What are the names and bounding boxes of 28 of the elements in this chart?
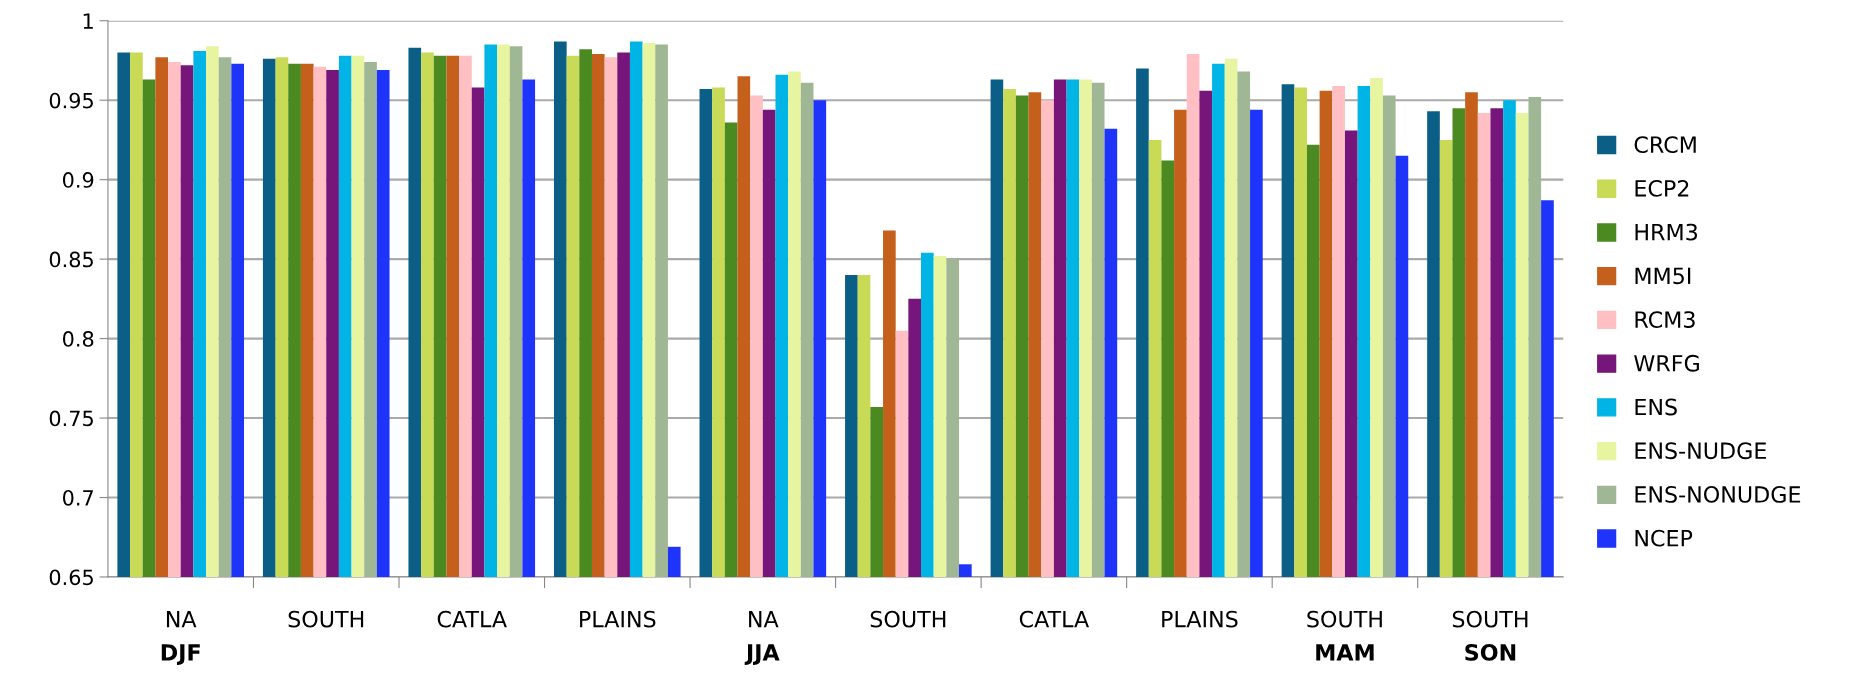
legend-label: MM5I <box>1635 267 1691 285</box>
legend-label: ENS-NONUDGE <box>1635 486 1801 503</box>
y-tick-label: 0.7 <box>62 489 93 506</box>
legend-label: CRCM <box>1634 136 1696 154</box>
x-tick-label: SOUTH <box>870 610 946 628</box>
legend-label: ECP2 <box>1635 179 1689 197</box>
legend-label: NCEP <box>1635 529 1693 547</box>
legend-label: HRM3 <box>1635 223 1698 241</box>
x-tick-label: SOUTH <box>288 610 364 628</box>
legend-label: RCM3 <box>1635 311 1695 328</box>
x-tick-label: NA DJF <box>161 611 200 665</box>
y-tick-label: 0.8 <box>62 331 94 347</box>
legend-label: WRFG <box>1634 354 1699 372</box>
y-tick-label: 0.9 <box>62 172 94 188</box>
x-tick-label: PLAINS <box>580 610 656 628</box>
y-tick-label: 0.65 <box>49 569 93 586</box>
y-tick-label: 0.85 <box>49 251 93 268</box>
x-tick-label: PLAINS <box>1162 610 1238 628</box>
x-tick-label: SOUTH MAM <box>1307 610 1382 661</box>
x-tick-label: CATLA <box>437 610 507 628</box>
x-tick-label: SOUTH SON <box>1452 610 1528 661</box>
legend-label: ENS-NUDGE <box>1635 442 1766 460</box>
x-tick-label: NA JJA <box>744 611 780 665</box>
legend-label: ENS <box>1635 398 1677 416</box>
y-tick-label: 1 <box>83 13 93 29</box>
y-tick-label: 0.95 <box>49 92 93 109</box>
x-tick-label: CATLA <box>1019 610 1090 628</box>
y-tick-label: 0.75 <box>49 410 93 427</box>
